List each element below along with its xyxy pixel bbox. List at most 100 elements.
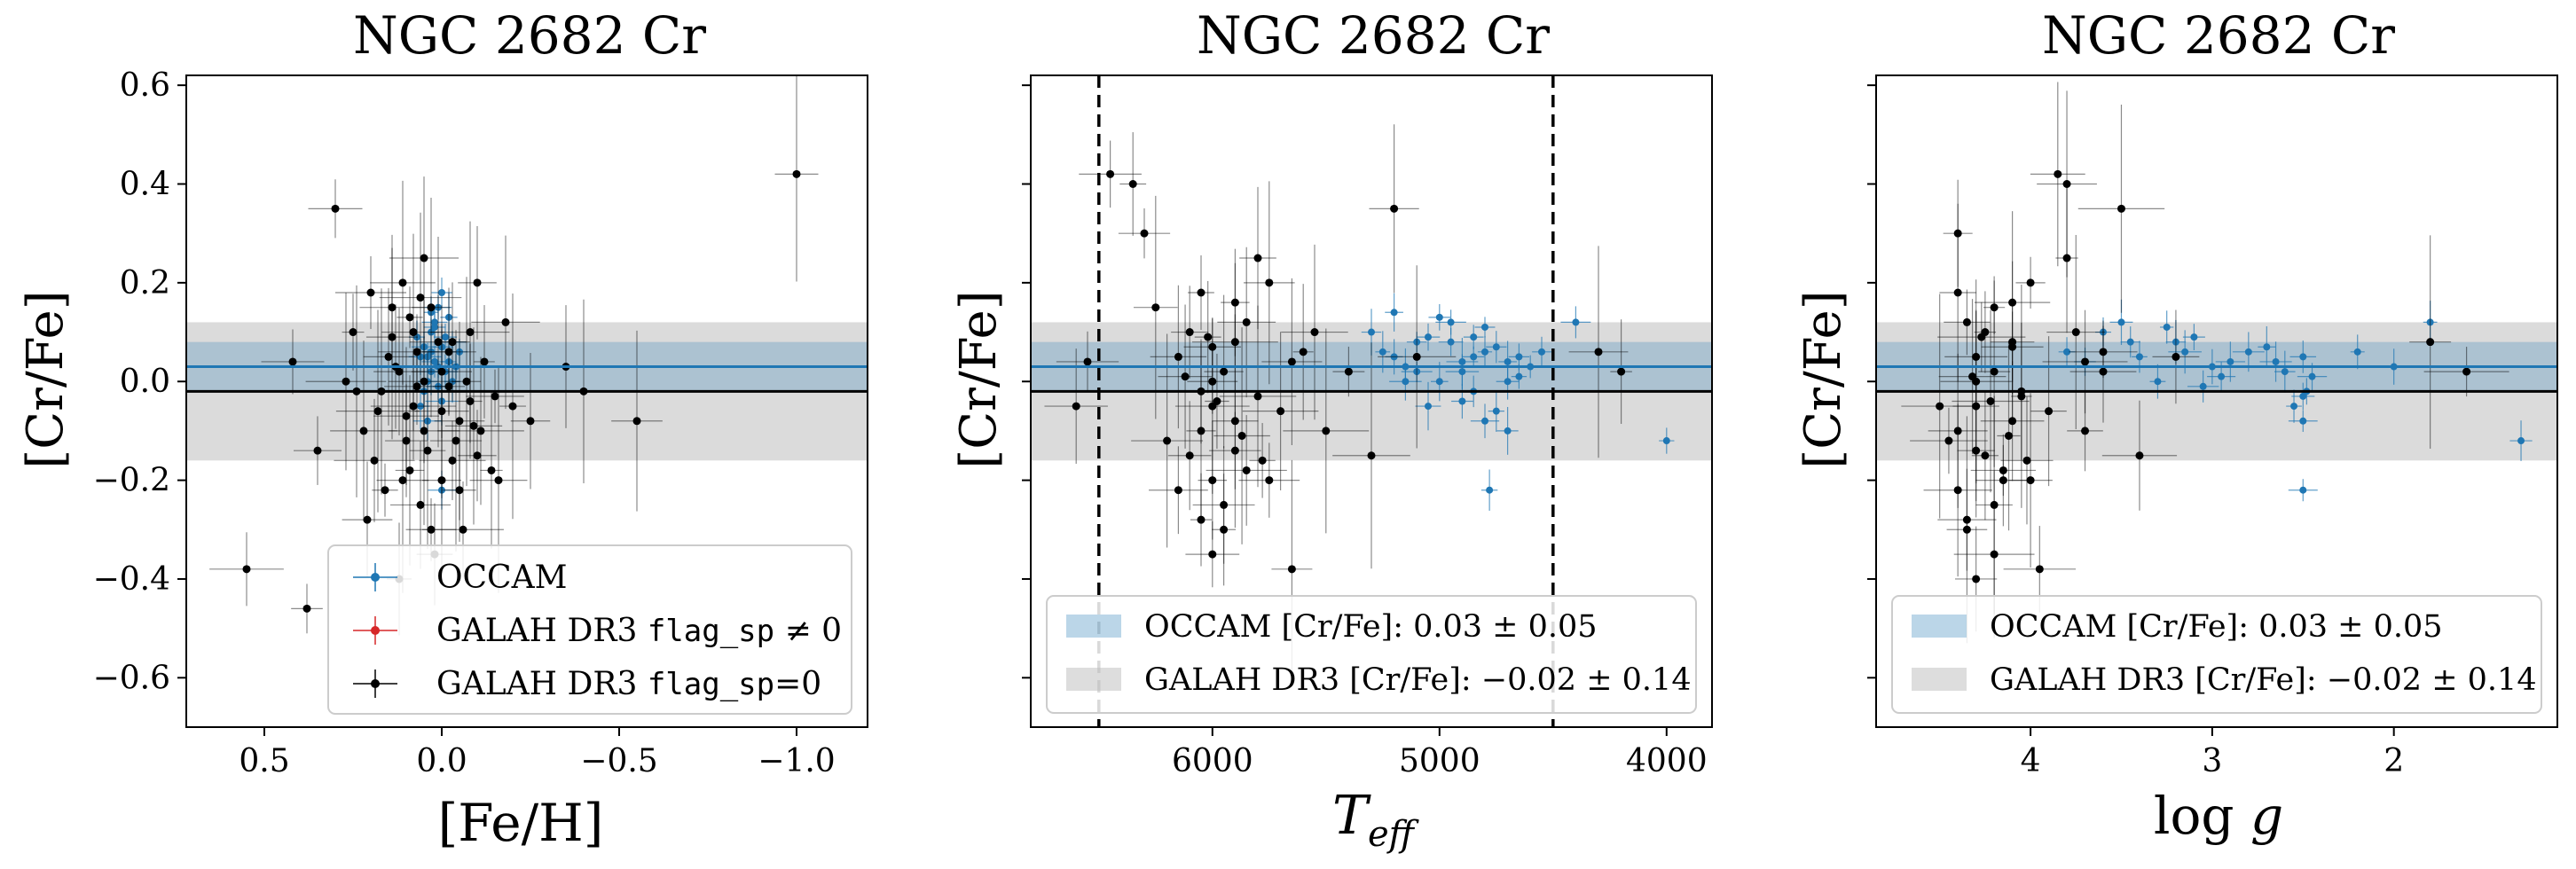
galah-point [437,476,446,485]
galah-point [1412,352,1421,361]
galah-point [1208,342,1217,351]
occam-point [420,343,428,351]
occam-point [435,303,442,311]
occam-point [1425,333,1432,341]
occam-point [2100,328,2107,336]
galah-point [2172,352,2180,361]
occam-point [1515,372,1523,380]
occam-point [438,397,445,405]
galah-point [2008,342,2017,351]
y-tick-label: 0.0 [120,364,170,400]
galah-point [792,169,801,178]
occam-point [1538,348,1545,356]
galah-point [363,515,372,524]
legend-label: GALAH DR3 flag_sp ≠ 0 [436,613,842,649]
legend-label: OCCAM [Cr/Fe]: 0.03 ± 0.05 [1990,609,2443,645]
galah-point [2117,204,2125,213]
galah-point [1258,456,1267,465]
occam-point [1481,323,1488,331]
galah-point [1230,446,1239,455]
galah-point [1972,575,1981,583]
panel-title: NGC 2682 Cr [2042,5,2395,66]
galah-point [2045,407,2054,416]
legend-label: GALAH DR3 [Cr/Fe]: −0.02 ± 0.14 [1144,662,1692,698]
occam-point [1458,368,1466,376]
panel-feh: NGC 2682 Cr [Cr/Fe] [Fe/H] 0.5 0.0 −0.5 −1.… [17,5,868,853]
x-tick-label: 5000 [1399,743,1480,779]
occam-point [1413,338,1421,346]
legend-swatch [1066,615,1121,638]
galah-point [366,288,375,297]
galah-point [416,294,425,302]
legend-swatch [1066,668,1121,691]
x-tick-label: 2 [2384,743,2404,779]
panel-title: NGC 2682 Cr [353,5,706,66]
galah-point [420,254,428,262]
axes-frame [1030,74,1713,728]
y-tick-label: −0.2 [93,463,170,499]
axes-frame [185,74,868,728]
galah-point [1204,333,1213,341]
y-tick-label: −0.6 [93,660,170,696]
galah-point [1594,348,1603,356]
galah-point [402,411,411,420]
galah-point [437,367,446,376]
occam-point [428,348,435,356]
galah-point [1230,338,1239,347]
galah-point [2026,278,2035,287]
galah-point [2062,180,2071,188]
galah-point [409,328,418,337]
occam-point [2299,353,2307,361]
legend-box [1046,595,1697,714]
galah-point [1990,367,1999,376]
galah-point [1140,229,1149,238]
galah-point [1197,427,1206,435]
galah-point [420,377,428,386]
galah-point [1213,397,1221,405]
galah-point [1999,466,2007,474]
occam-point [424,417,431,425]
galah-point [444,348,453,356]
galah-point [448,338,457,347]
galah-point [1208,476,1217,485]
galah-point [302,604,311,613]
x-tick-label: 6000 [1172,743,1253,779]
galah-point [487,466,496,474]
galah-point [1310,328,1319,337]
galah-point [427,303,436,312]
galah-point [409,402,418,411]
galah-point [434,338,443,347]
galah-point [1367,451,1376,460]
occam-point [1435,313,1443,321]
y-tick-label: 0.2 [120,265,170,301]
galah-point [359,427,368,435]
galah-point [1962,525,1971,534]
galah-point [388,303,397,312]
galah-point [1163,436,1172,445]
galah-point [1265,278,1274,287]
galah-point [2022,456,2031,465]
occam-point [1390,309,1398,317]
occam-point [1368,328,1375,336]
galah-point [412,382,421,391]
occam-point [417,403,424,411]
galah-point [1072,402,1080,411]
galah-point [466,397,475,405]
occam-point [428,368,435,376]
occam-point [2299,417,2307,425]
galah-point [508,402,517,411]
occam-point [2063,348,2071,356]
galah-point [491,392,499,401]
galah-point [1185,328,1194,337]
galah-point [1977,333,1986,341]
x-tick-label: 0.5 [239,743,289,779]
legend-marker [371,573,380,582]
galah-point [1944,436,1953,445]
galah-point [1197,515,1206,524]
galah-point [2081,427,2090,435]
occam-point [2263,343,2271,351]
x-axis-label: log g [2154,786,2283,846]
galah-point [462,377,471,386]
occam-point [2135,353,2143,361]
galah-point [444,382,453,391]
